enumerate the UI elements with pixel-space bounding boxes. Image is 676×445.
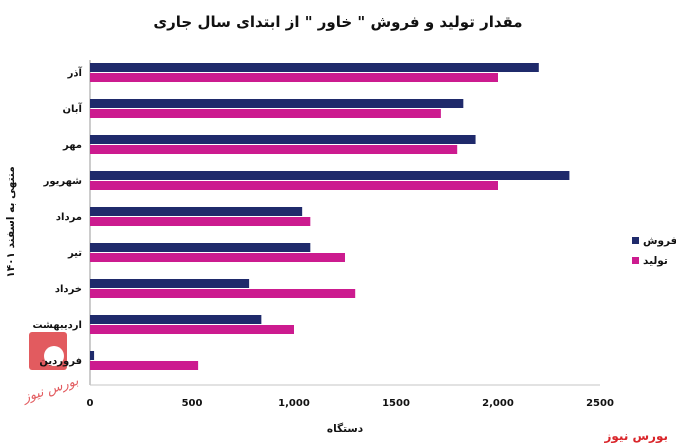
x-tick-label: 1500 xyxy=(382,398,410,409)
y-axis-label: منتهی به اسفند ۱۴۰۱ xyxy=(5,166,17,277)
bar-sales-0 xyxy=(90,63,539,72)
brand-label: بورس نیوز xyxy=(603,429,668,444)
legend-swatch-sales xyxy=(632,237,639,244)
x-tick-label: 1,000 xyxy=(278,398,310,409)
x-tick-label: 500 xyxy=(182,398,203,409)
legend-swatch-production xyxy=(632,257,639,264)
bar-production-7 xyxy=(90,325,294,334)
logo-circle xyxy=(44,346,64,366)
category-label: مرداد xyxy=(56,212,82,223)
bar-sales-6 xyxy=(90,279,250,288)
legend-label-production: تولید xyxy=(643,255,668,267)
category-labels: آذر آبان مهر شهریور مرداد تیر خرداد اردیبهشت فرو… xyxy=(32,66,82,367)
category-label: مهر xyxy=(62,140,82,151)
bar-sales-3 xyxy=(90,171,570,180)
bar-production-0 xyxy=(90,73,498,82)
bar-sales-2 xyxy=(90,135,476,144)
bar-sales-5 xyxy=(90,243,311,252)
x-tick-label: 2500 xyxy=(586,398,614,409)
bar-sales-7 xyxy=(90,315,262,324)
watermark-logo: بورس نیوز xyxy=(20,332,81,406)
bar-production-3 xyxy=(90,181,498,190)
x-tick-labels: 0 500 1,000 1500 2,000 2500 xyxy=(87,398,614,409)
bar-sales-4 xyxy=(90,207,303,216)
x-axis-label: دستگاه xyxy=(327,422,364,435)
bar-production-6 xyxy=(90,289,356,298)
legend-label-sales: فروش xyxy=(643,235,676,247)
bar-sales-1 xyxy=(90,99,464,108)
bar-production-8 xyxy=(90,361,199,370)
category-label: آذر xyxy=(67,66,83,79)
x-tick-label: 0 xyxy=(87,398,94,409)
bar-production-5 xyxy=(90,253,345,262)
logo-text: بورس نیوز xyxy=(20,374,81,407)
bars-layer xyxy=(90,63,570,370)
category-label: فروردین xyxy=(39,356,82,367)
chart-title: مقدار تولید و فروش " خاور " از ابتدای سا… xyxy=(153,13,522,31)
legend: فروش تولید xyxy=(632,235,676,267)
bar-production-2 xyxy=(90,145,458,154)
bar-sales-8 xyxy=(90,351,95,360)
bar-production-4 xyxy=(90,217,311,226)
bar-production-1 xyxy=(90,109,441,118)
category-label: اردیبهشت xyxy=(32,320,82,331)
x-tick-label: 2,000 xyxy=(482,398,514,409)
category-label: شهریور xyxy=(43,176,83,187)
category-label: آبان xyxy=(63,102,83,115)
category-label: تیر xyxy=(67,248,82,259)
category-label: خرداد xyxy=(55,284,82,295)
